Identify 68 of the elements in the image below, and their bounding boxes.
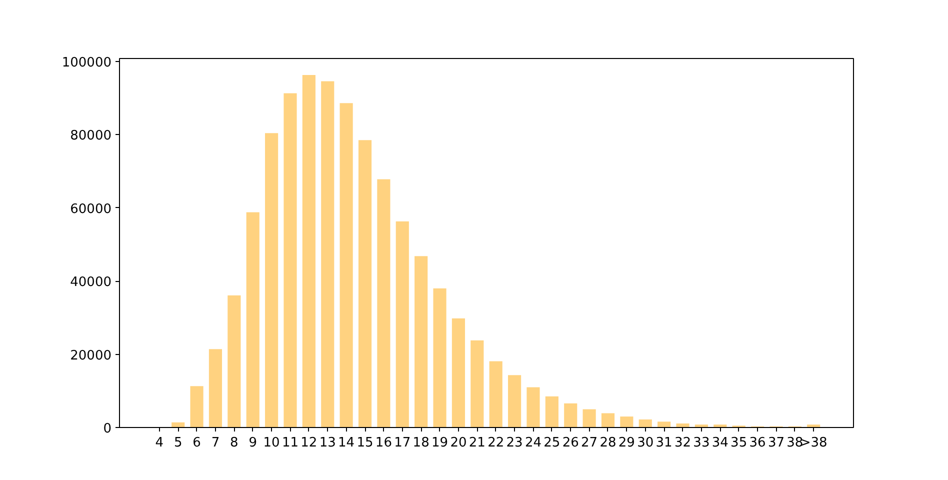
x-tick-label: 38	[786, 436, 804, 450]
bar	[246, 212, 260, 428]
bar	[377, 179, 390, 428]
y-tick-label: 100000	[62, 55, 112, 70]
bar	[601, 413, 615, 428]
x-tick-label: 8	[230, 436, 238, 450]
x-tick-label: 33	[693, 436, 710, 450]
bar	[582, 409, 596, 428]
x-tick-label: 21	[468, 436, 486, 450]
bar	[526, 387, 540, 428]
x-tick-label: 12	[300, 436, 318, 450]
bar	[265, 133, 278, 428]
x-tick-label: 28	[600, 436, 616, 450]
x-tick-label: 16	[375, 436, 392, 450]
x-tick-label: 20	[450, 436, 467, 450]
x-tick-label: 4	[155, 436, 164, 450]
bar	[452, 318, 466, 428]
x-tick-label: 25	[544, 436, 560, 450]
y-tick-label: 0	[103, 422, 112, 436]
bar	[321, 81, 334, 428]
bar	[489, 361, 502, 428]
bar	[433, 288, 446, 428]
bar	[208, 349, 222, 428]
x-tick-label: 35	[730, 436, 748, 450]
x-tick-label: 5	[174, 436, 182, 450]
bar	[358, 140, 372, 428]
bar	[396, 221, 409, 428]
bar	[620, 416, 634, 428]
x-tick-label: 37	[768, 436, 784, 450]
x-tick-label: 15	[356, 436, 374, 450]
bar	[508, 375, 522, 428]
bar	[545, 396, 558, 428]
x-tick-label: 9	[248, 436, 258, 450]
x-tick-label: 22	[488, 436, 504, 450]
bar	[228, 295, 241, 428]
bar	[340, 103, 353, 428]
bar	[470, 340, 484, 428]
bar	[658, 422, 671, 428]
x-tick-label: 36	[749, 436, 766, 450]
x-tick-label: 23	[506, 436, 523, 450]
y-tick-label: 80000	[70, 128, 112, 144]
x-tick-label: 19	[432, 436, 448, 450]
x-tick-label: 29	[618, 436, 635, 450]
bar	[676, 423, 690, 428]
x-tick-label: 6	[192, 436, 201, 450]
bar	[638, 419, 652, 428]
x-tick-label: 7	[211, 436, 220, 450]
bar	[284, 93, 297, 428]
x-tick-label: 18	[412, 436, 430, 450]
bar	[564, 403, 578, 428]
bar	[190, 386, 204, 428]
x-tick-label: 26	[562, 436, 579, 450]
x-tick-label: 14	[338, 436, 355, 450]
x-tick-label: 30	[637, 436, 654, 450]
x-tick-label: 34	[712, 436, 728, 450]
x-tick-label: 11	[282, 436, 299, 450]
bar	[302, 74, 316, 428]
x-tick-label: 13	[319, 436, 336, 450]
y-tick-label: 40000	[70, 275, 112, 290]
x-tick-label: 27	[581, 436, 598, 450]
x-tick-label: 31	[656, 436, 672, 450]
y-tick-label: 20000	[70, 348, 112, 364]
x-tick-label: 32	[674, 436, 692, 450]
x-tick-label: 17	[394, 436, 411, 450]
bar	[414, 256, 428, 428]
y-tick-label: 60000	[70, 202, 112, 217]
x-tick-label: 24	[524, 436, 542, 450]
x-tick-label: 10	[263, 436, 280, 450]
